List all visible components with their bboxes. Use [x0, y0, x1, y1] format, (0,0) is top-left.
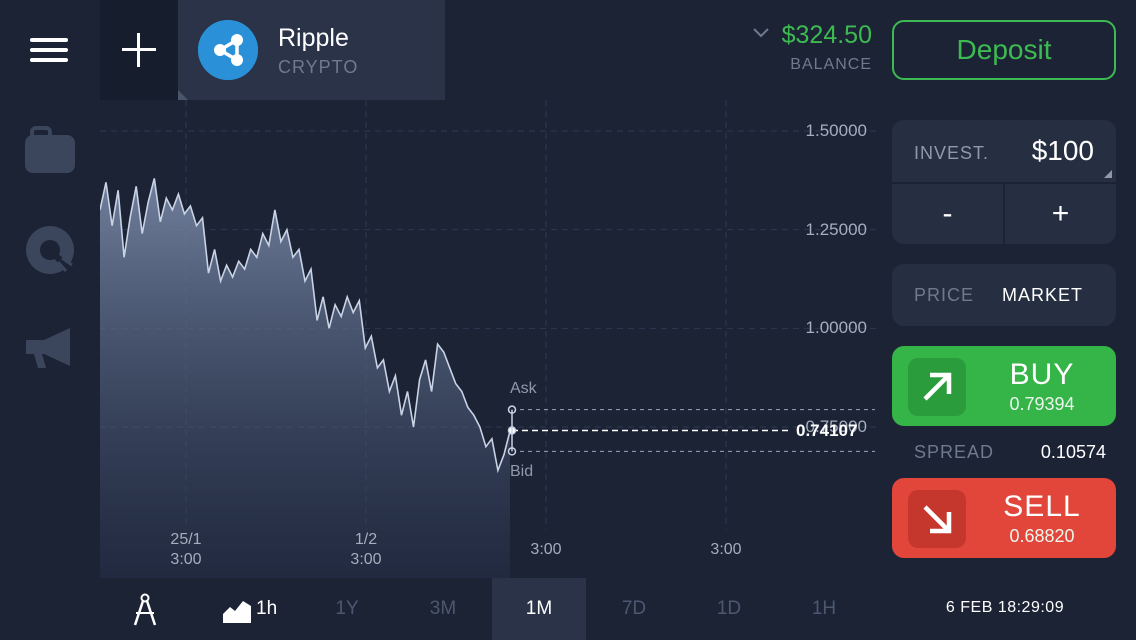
- arrow-down-right-icon: [908, 490, 966, 548]
- decrease-invest-button[interactable]: -: [892, 184, 1003, 244]
- asset-tab[interactable]: Ripple CRYPTO: [178, 0, 445, 100]
- time-tick-label: 1/2 3:00: [326, 530, 406, 570]
- time-tick-label: 3:00: [686, 540, 766, 560]
- sell-button[interactable]: SELL 0.68820: [892, 478, 1116, 558]
- area-chart-icon: [223, 601, 251, 623]
- time-tick-time: 3:00: [710, 541, 742, 558]
- invest-label: INVEST.: [914, 143, 990, 163]
- bid-label: Bid: [510, 463, 534, 481]
- period-tab-1h[interactable]: 1H: [811, 598, 837, 619]
- support-icon[interactable]: [24, 224, 76, 276]
- time-tick-time: 3:00: [170, 551, 202, 568]
- deposit-button[interactable]: Deposit: [892, 20, 1116, 80]
- current-datetime: 6 FEB 18:29:09: [945, 599, 1065, 616]
- period-tab-1d[interactable]: 1D: [716, 598, 742, 619]
- balance-value[interactable]: $324.50: [781, 21, 872, 49]
- order-type-market[interactable]: MARKET: [1002, 285, 1084, 305]
- chart-interval-label: 1h: [256, 598, 278, 619]
- ripple-logo-icon: [198, 20, 258, 80]
- chevron-down-icon[interactable]: [752, 26, 770, 40]
- buy-price: 0.79394: [1009, 394, 1075, 414]
- period-tab-7d[interactable]: 7D: [621, 598, 647, 619]
- spread-label: SPREAD: [914, 442, 995, 462]
- invest-field[interactable]: INVEST. $100: [892, 120, 1116, 182]
- order-type-price[interactable]: PRICE: [914, 285, 975, 305]
- price-tick-label: 1.00000: [805, 318, 867, 338]
- chart-type-button[interactable]: 1h: [222, 592, 302, 626]
- period-tab-3m[interactable]: 3M: [429, 598, 457, 619]
- price-tick-label: 1.25000: [805, 219, 867, 239]
- buy-button[interactable]: BUY 0.79394: [892, 346, 1116, 426]
- sell-label: SELL: [1003, 490, 1081, 523]
- balance-label: BALANCE: [790, 56, 872, 73]
- time-tick-label: 25/1 3:00: [146, 530, 226, 570]
- drawing-tools-icon[interactable]: [130, 593, 160, 627]
- price-chart[interactable]: 1.50000 1.25000 1.00000 0.75000 25/1 3:00 1/2…: [100, 100, 880, 578]
- chart-canvas[interactable]: [100, 100, 880, 578]
- time-tick-date: 25/1: [170, 531, 202, 548]
- megaphone-icon[interactable]: [24, 324, 76, 376]
- increase-invest-button[interactable]: +: [1005, 184, 1116, 244]
- spread-value: 0.10574: [1040, 442, 1106, 462]
- price-line: [100, 178, 511, 474]
- asset-type: CRYPTO: [278, 57, 359, 77]
- ask-label: Ask: [510, 379, 537, 397]
- price-area: [100, 178, 510, 578]
- buy-label: BUY: [1009, 358, 1075, 391]
- period-tab-1m[interactable]: 1M: [492, 578, 586, 640]
- left-rail: [0, 0, 100, 640]
- current-price: 0.74107: [796, 420, 858, 440]
- order-type-toggle: PRICE MARKET: [892, 264, 1116, 326]
- price-tick-label: 0.75000: [805, 417, 867, 436]
- invest-value[interactable]: $100: [1031, 135, 1094, 166]
- time-tick-date: 1/2: [354, 531, 378, 548]
- period-tab-1y[interactable]: 1Y: [335, 598, 359, 619]
- menu-icon[interactable]: [30, 36, 70, 64]
- price-tick-label: 1.50000: [805, 121, 867, 140]
- time-tick-time: 3:00: [530, 541, 562, 558]
- add-asset-button[interactable]: [100, 0, 178, 100]
- time-tick-label: 3:00: [506, 540, 586, 560]
- briefcase-icon[interactable]: [24, 122, 76, 174]
- time-tick-time: 3:00: [350, 551, 382, 568]
- bottom-toolbar: 1h 1Y 3M 1M 7D 1D 1H 6 FEB 18:29:09: [100, 578, 1136, 640]
- arrow-up-right-icon: [908, 358, 966, 416]
- sell-price: 0.68820: [1009, 526, 1075, 546]
- asset-name: Ripple: [278, 24, 349, 52]
